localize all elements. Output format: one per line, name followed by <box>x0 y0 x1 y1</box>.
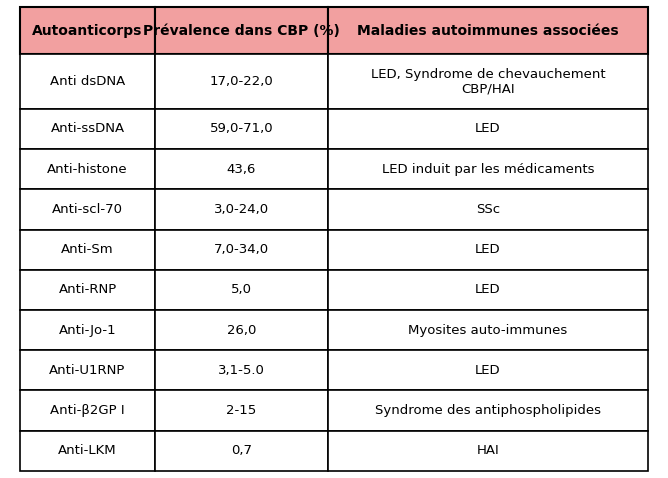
Bar <box>328 189 648 229</box>
Bar <box>155 7 328 54</box>
Text: LED: LED <box>475 243 500 256</box>
Bar <box>155 431 328 471</box>
Text: LED: LED <box>475 122 500 135</box>
Bar <box>155 270 328 310</box>
Bar <box>20 149 155 189</box>
Bar <box>155 189 328 229</box>
Text: 3,1-5.0: 3,1-5.0 <box>218 364 265 377</box>
Bar <box>328 391 648 431</box>
Text: Anti-RNP: Anti-RNP <box>58 283 117 296</box>
Text: Anti-scl-70: Anti-scl-70 <box>52 203 123 216</box>
Bar <box>155 350 328 391</box>
Text: LED: LED <box>475 364 500 377</box>
Bar <box>328 149 648 189</box>
Text: Myosites auto-immunes: Myosites auto-immunes <box>408 324 567 337</box>
Bar <box>328 350 648 391</box>
Text: SSc: SSc <box>476 203 500 216</box>
Text: Anti-Sm: Anti-Sm <box>61 243 114 256</box>
Bar <box>328 229 648 270</box>
Bar <box>20 54 155 109</box>
Text: Autoanticorps: Autoanticorps <box>32 24 143 38</box>
Text: Syndrome des antiphospholipides: Syndrome des antiphospholipides <box>375 404 601 417</box>
Bar <box>20 391 155 431</box>
Text: 2-15: 2-15 <box>226 404 257 417</box>
Text: 5,0: 5,0 <box>231 283 252 296</box>
Text: Anti-ssDNA: Anti-ssDNA <box>51 122 125 135</box>
Bar <box>20 229 155 270</box>
Bar <box>328 7 648 54</box>
Text: LED induit par les médicaments: LED induit par les médicaments <box>381 163 594 176</box>
Bar <box>20 7 155 54</box>
Bar <box>20 310 155 350</box>
Bar <box>155 54 328 109</box>
Text: 3,0-24,0: 3,0-24,0 <box>214 203 269 216</box>
Text: 26,0: 26,0 <box>226 324 256 337</box>
Bar <box>20 431 155 471</box>
Text: 59,0-71,0: 59,0-71,0 <box>210 122 273 135</box>
Text: Anti-U1RNP: Anti-U1RNP <box>49 364 126 377</box>
Text: Anti-Jo-1: Anti-Jo-1 <box>59 324 116 337</box>
Text: Anti dsDNA: Anti dsDNA <box>50 75 125 88</box>
Bar <box>20 109 155 149</box>
Bar <box>155 149 328 189</box>
Text: LED: LED <box>475 283 500 296</box>
Text: HAI: HAI <box>476 444 499 457</box>
Bar <box>328 270 648 310</box>
Bar <box>155 391 328 431</box>
Text: Anti-LKM: Anti-LKM <box>58 444 117 457</box>
Text: 17,0-22,0: 17,0-22,0 <box>210 75 273 88</box>
Bar <box>20 189 155 229</box>
Bar <box>155 109 328 149</box>
Text: Anti-histone: Anti-histone <box>47 163 128 176</box>
Text: Maladies autoimmunes associées: Maladies autoimmunes associées <box>357 24 619 38</box>
Bar <box>328 54 648 109</box>
Bar <box>155 229 328 270</box>
Bar <box>328 109 648 149</box>
Bar <box>328 310 648 350</box>
Text: Prévalence dans CBP (%): Prévalence dans CBP (%) <box>143 24 340 38</box>
Bar <box>328 431 648 471</box>
Text: LED, Syndrome de chevauchement
CBP/HAI: LED, Syndrome de chevauchement CBP/HAI <box>371 68 605 96</box>
Text: 7,0-34,0: 7,0-34,0 <box>214 243 269 256</box>
Bar <box>20 350 155 391</box>
Text: Anti-β2GP I: Anti-β2GP I <box>50 404 125 417</box>
Bar <box>20 270 155 310</box>
Bar <box>155 310 328 350</box>
Text: 0,7: 0,7 <box>231 444 252 457</box>
Text: 43,6: 43,6 <box>226 163 256 176</box>
